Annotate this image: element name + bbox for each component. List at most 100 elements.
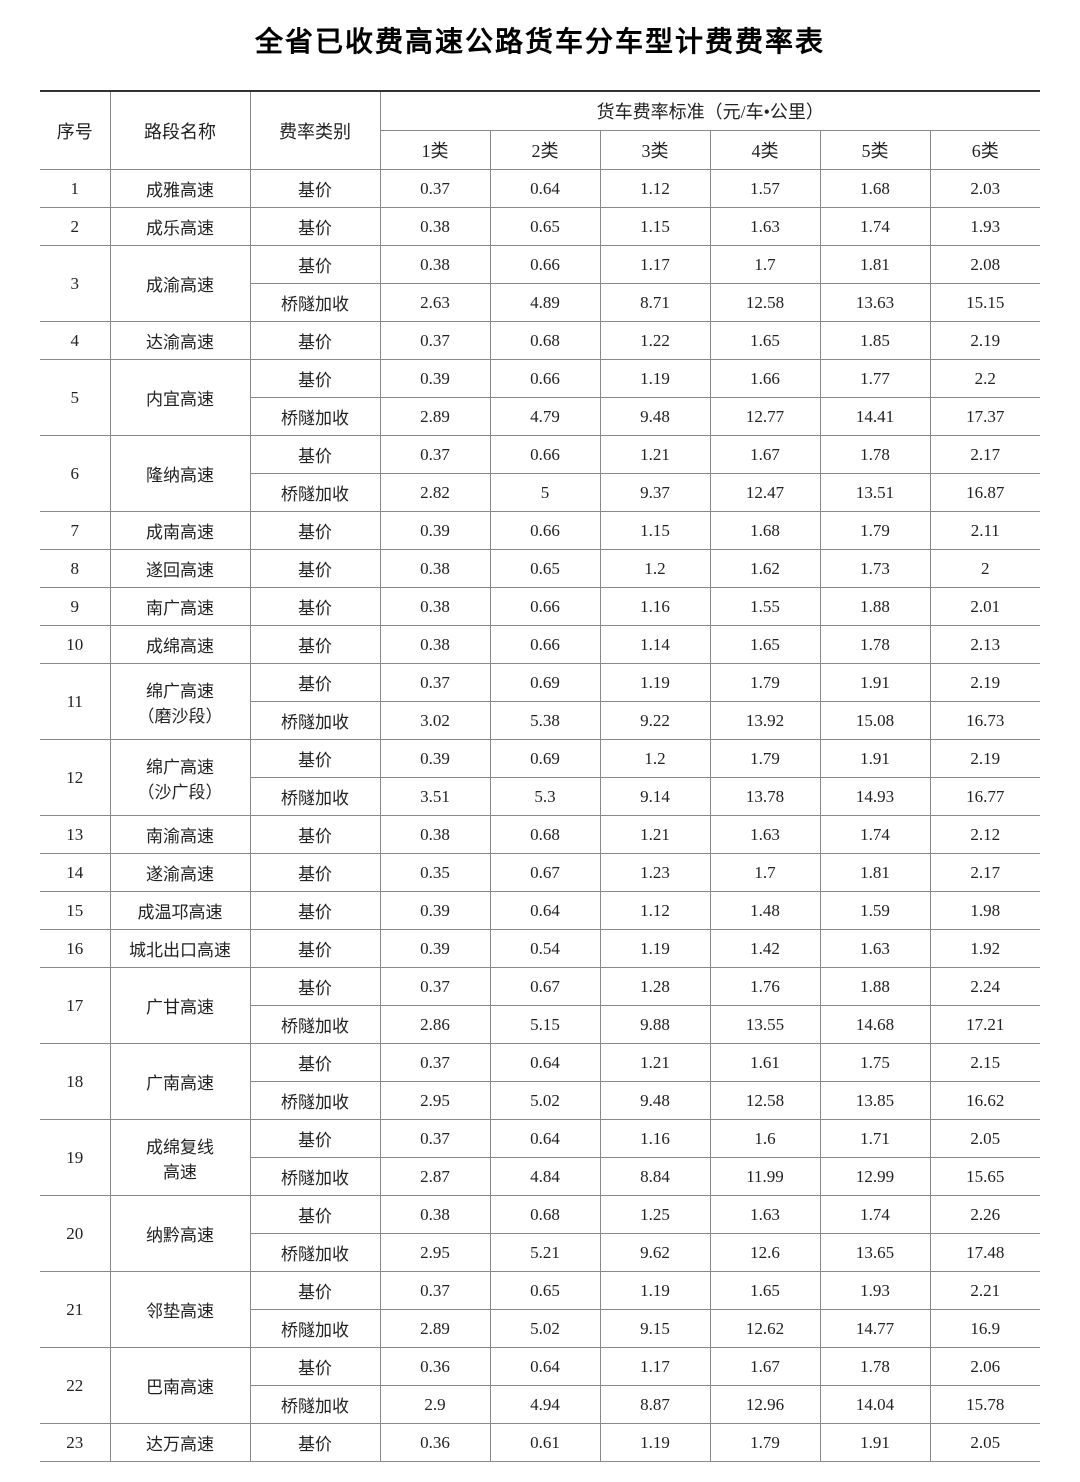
cell-road-name: 隆纳高速 (110, 436, 250, 512)
cell-rate-value: 0.65 (490, 550, 600, 588)
cell-rate-value: 0.69 (490, 740, 600, 778)
cell-rate-value: 5.02 (490, 1310, 600, 1348)
header-class-3: 3类 (600, 131, 710, 170)
cell-rate-type: 基价 (250, 512, 380, 550)
cell-rate-value: 2.06 (930, 1348, 1040, 1386)
cell-road-name: 遂渝高速 (110, 854, 250, 892)
header-rate-standard: 货车费率标准（元/车•公里） (380, 91, 1040, 131)
cell-rate-value: 1.85 (820, 322, 930, 360)
table-row: 22巴南高速基价0.360.641.171.671.782.06 (40, 1348, 1040, 1386)
cell-rate-value: 0.36 (380, 1348, 490, 1386)
cell-road-name: 广甘高速 (110, 968, 250, 1044)
cell-rate-value: 1.68 (820, 170, 930, 208)
cell-road-name: 南渝高速 (110, 816, 250, 854)
cell-rate-value: 1.16 (600, 1120, 710, 1158)
cell-rate-value: 13.63 (820, 284, 930, 322)
cell-road-name: 邻垫高速 (110, 1272, 250, 1348)
cell-rate-value: 0.64 (490, 1348, 600, 1386)
cell-rate-value: 15.15 (930, 284, 1040, 322)
cell-rate-value: 1.19 (600, 664, 710, 702)
cell-rate-value: 2.03 (930, 170, 1040, 208)
table-row: 21邻垫高速基价0.370.651.191.651.932.21 (40, 1272, 1040, 1310)
cell-rate-value: 2.11 (930, 512, 1040, 550)
cell-rate-value: 14.77 (820, 1310, 930, 1348)
cell-rate-type: 基价 (250, 854, 380, 892)
cell-seq: 20 (40, 1196, 110, 1272)
cell-rate-value: 1.21 (600, 436, 710, 474)
cell-rate-value: 2.2 (930, 360, 1040, 398)
cell-rate-value: 0.66 (490, 360, 600, 398)
cell-rate-value: 1.81 (820, 854, 930, 892)
cell-road-name: 南广高速 (110, 588, 250, 626)
cell-rate-value: 15.08 (820, 702, 930, 740)
cell-rate-value: 1.6 (710, 1120, 820, 1158)
cell-rate-type: 桥隧加收 (250, 474, 380, 512)
cell-seq: 14 (40, 854, 110, 892)
cell-rate-value: 1.57 (710, 170, 820, 208)
cell-rate-value: 1.88 (820, 968, 930, 1006)
cell-rate-type: 基价 (250, 664, 380, 702)
cell-rate-value: 0.38 (380, 626, 490, 664)
cell-rate-value: 2.63 (380, 284, 490, 322)
cell-rate-value: 2.21 (930, 1272, 1040, 1310)
cell-rate-value: 1.91 (820, 740, 930, 778)
cell-rate-value: 12.62 (710, 1310, 820, 1348)
cell-rate-type: 桥隧加收 (250, 1234, 380, 1272)
cell-rate-value: 4.84 (490, 1158, 600, 1196)
cell-rate-value: 16.87 (930, 474, 1040, 512)
cell-rate-type: 基价 (250, 436, 380, 474)
cell-rate-value: 0.67 (490, 854, 600, 892)
cell-rate-value: 0.39 (380, 740, 490, 778)
cell-rate-value: 14.41 (820, 398, 930, 436)
header-road-name: 路段名称 (110, 91, 250, 170)
table-row: 9南广高速基价0.380.661.161.551.882.01 (40, 588, 1040, 626)
cell-rate-value: 1.2 (600, 550, 710, 588)
cell-rate-value: 2.12 (930, 816, 1040, 854)
cell-rate-value: 12.96 (710, 1386, 820, 1424)
cell-rate-value: 2.17 (930, 436, 1040, 474)
cell-rate-value: 16.62 (930, 1082, 1040, 1120)
table-body: 1成雅高速基价0.370.641.121.571.682.032成乐高速基价0.… (40, 170, 1040, 1462)
cell-rate-value: 0.38 (380, 208, 490, 246)
cell-rate-value: 13.51 (820, 474, 930, 512)
header-rate-type: 费率类别 (250, 91, 380, 170)
cell-rate-value: 1.74 (820, 1196, 930, 1234)
cell-seq: 15 (40, 892, 110, 930)
table-row: 1成雅高速基价0.370.641.121.571.682.03 (40, 170, 1040, 208)
cell-rate-value: 1.93 (930, 208, 1040, 246)
cell-rate-value: 1.2 (600, 740, 710, 778)
table-row: 15成温邛高速基价0.390.641.121.481.591.98 (40, 892, 1040, 930)
cell-rate-value: 1.63 (710, 1196, 820, 1234)
cell-rate-value: 0.39 (380, 512, 490, 550)
cell-road-name: 成乐高速 (110, 208, 250, 246)
cell-rate-value: 0.66 (490, 246, 600, 284)
cell-rate-value: 1.22 (600, 322, 710, 360)
cell-rate-type: 桥隧加收 (250, 1310, 380, 1348)
cell-rate-value: 0.65 (490, 208, 600, 246)
cell-rate-value: 0.38 (380, 1196, 490, 1234)
header-class-4: 4类 (710, 131, 820, 170)
cell-rate-value: 14.68 (820, 1006, 930, 1044)
cell-rate-value: 1.73 (820, 550, 930, 588)
header-class-6: 6类 (930, 131, 1040, 170)
cell-rate-value: 16.9 (930, 1310, 1040, 1348)
cell-rate-value: 1.75 (820, 1044, 930, 1082)
cell-rate-type: 基价 (250, 588, 380, 626)
cell-rate-value: 9.62 (600, 1234, 710, 1272)
cell-rate-value: 0.39 (380, 930, 490, 968)
cell-rate-value: 0.61 (490, 1424, 600, 1462)
cell-rate-value: 1.19 (600, 930, 710, 968)
cell-rate-type: 基价 (250, 550, 380, 588)
cell-rate-type: 基价 (250, 246, 380, 284)
table-row: 4达渝高速基价0.370.681.221.651.852.19 (40, 322, 1040, 360)
cell-rate-value: 9.88 (600, 1006, 710, 1044)
cell-rate-value: 4.94 (490, 1386, 600, 1424)
cell-rate-type: 基价 (250, 322, 380, 360)
cell-rate-value: 3.02 (380, 702, 490, 740)
cell-road-name: 成雅高速 (110, 170, 250, 208)
cell-rate-value: 2.05 (930, 1424, 1040, 1462)
cell-rate-value: 0.37 (380, 968, 490, 1006)
cell-rate-value: 1.78 (820, 626, 930, 664)
cell-rate-value: 13.65 (820, 1234, 930, 1272)
cell-rate-value: 9.14 (600, 778, 710, 816)
